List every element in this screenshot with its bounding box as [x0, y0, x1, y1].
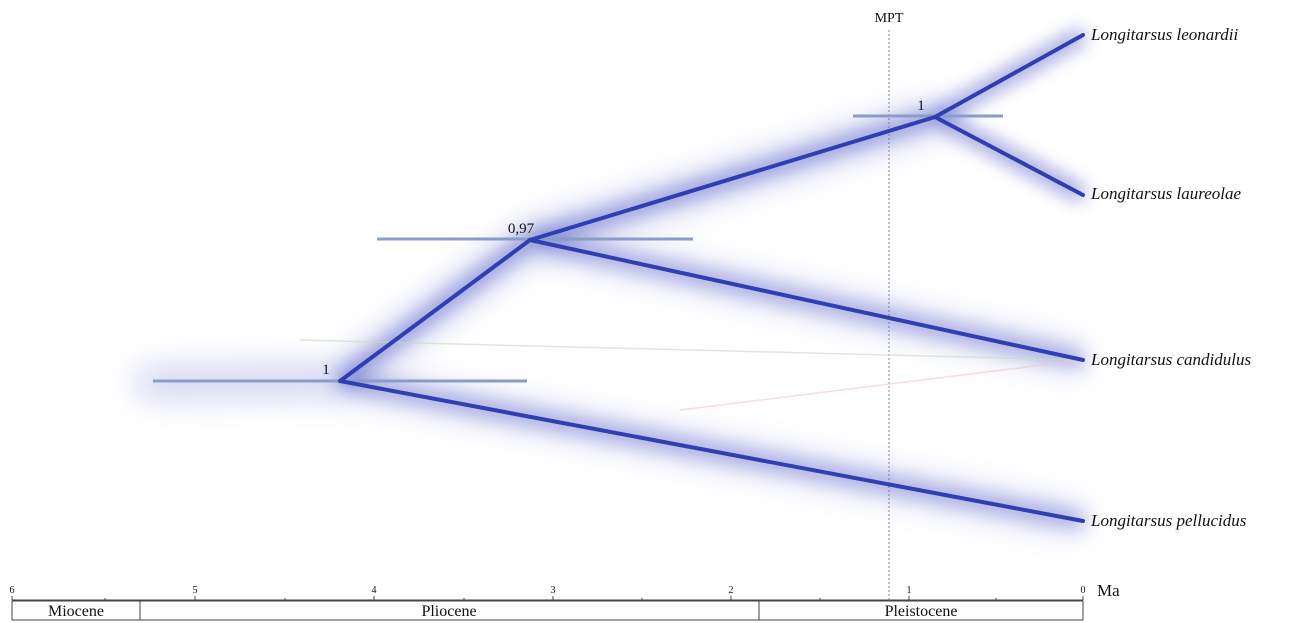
tick-label: 3	[551, 585, 556, 596]
branch	[528, 238, 1085, 362]
tick-label: 6	[10, 585, 15, 596]
ghost-branch	[679, 359, 1084, 411]
axis-ticks	[11, 596, 1084, 600]
branch	[933, 33, 1085, 119]
epoch-label: Pliocene	[421, 603, 476, 620]
node-support: 0,97	[508, 221, 535, 237]
node-support: 1	[917, 98, 925, 114]
tick-label: 4	[372, 585, 377, 596]
time-axis: 6 5 4 3 2 1 0 Ma	[10, 581, 1120, 601]
tick-label: 5	[193, 585, 198, 596]
branch	[933, 115, 1085, 197]
taxon-label: Longitarsus candidulus	[1090, 350, 1251, 369]
ghost-branch	[299, 339, 1084, 361]
tick-label: 1	[907, 585, 912, 596]
taxon-label: Longitarsus laureolae	[1090, 184, 1241, 203]
branch	[338, 238, 532, 383]
taxon-label: Longitarsus leonardii	[1090, 25, 1238, 44]
taxon-label: Longitarsus pellucidus	[1090, 511, 1247, 530]
branch	[528, 115, 937, 242]
epoch-label: Pleistocene	[885, 603, 958, 620]
epoch-bar: Miocene Pliocene Pleistocene	[11, 600, 1084, 621]
tick-label: 2	[729, 585, 734, 596]
branch	[338, 379, 1085, 523]
consensus-tree	[338, 33, 1085, 523]
tick-label: 0	[1081, 585, 1086, 596]
epoch-label: Miocene	[48, 603, 104, 620]
tree-cloud	[135, 102, 1086, 533]
axis-unit-label: Ma	[1097, 581, 1120, 600]
node-support: 1	[322, 362, 330, 378]
mpt-label: MPT	[875, 11, 904, 26]
